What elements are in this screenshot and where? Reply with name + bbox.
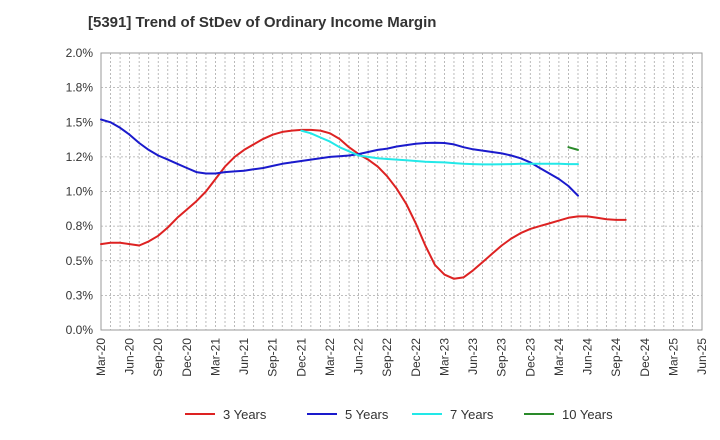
x-tick-label: Dec-23 [523, 338, 537, 377]
axis-layer: 0.0% 0.3% 0.5% 0.8% 1.0% 1.2% 1.5% 1.8% 2.0% Mar-… [66, 46, 709, 377]
y-tick-label: 1.5% [66, 115, 94, 129]
x-tick-label: Mar-25 [666, 338, 680, 376]
x-tick-label: Jun-23 [466, 338, 480, 375]
series-line-7-years [300, 129, 579, 166]
y-tick-label: 0.8% [66, 219, 94, 233]
legend-layer: 3 Years 5 Years 7 Years 10 Years [185, 407, 613, 422]
y-tick-label: 0.0% [66, 323, 94, 337]
grid-layer [100, 52, 703, 331]
series-line-5-years [100, 118, 579, 197]
y-tick-label: 1.0% [66, 185, 94, 199]
x-tick-label: Dec-20 [180, 338, 194, 377]
x-tick-label: Mar-24 [552, 338, 566, 376]
x-tick-label: Mar-20 [94, 338, 108, 376]
legend-label: 7 Years [450, 407, 494, 422]
legend-label: 5 Years [345, 407, 389, 422]
x-tick-label: Sep-21 [266, 338, 280, 377]
y-tick-label: 1.2% [66, 150, 94, 164]
x-tick-label: Jun-25 [695, 338, 709, 375]
legend-label: 10 Years [562, 407, 613, 422]
x-tick-label: Sep-20 [151, 338, 165, 377]
chart-title: [5391] Trend of StDev of Ordinary Income… [88, 14, 437, 31]
x-tick-label: Dec-24 [638, 338, 652, 377]
legend-label: 3 Years [223, 407, 267, 422]
y-tick-label: 0.5% [66, 254, 94, 268]
series-line-10-years [567, 146, 579, 151]
x-tick-label: Sep-22 [380, 338, 394, 377]
series-layer [100, 118, 627, 280]
x-tick-label: Mar-21 [208, 338, 222, 376]
x-tick-label: Sep-24 [609, 338, 623, 377]
y-tick-label: 0.3% [66, 288, 94, 302]
x-tick-label: Dec-21 [294, 338, 308, 377]
x-tick-label: Sep-23 [495, 338, 509, 377]
x-tick-label: Jun-24 [581, 338, 595, 375]
x-tick-label: Jun-20 [123, 338, 137, 375]
x-tick-label: Dec-22 [409, 338, 423, 377]
y-tick-label: 2.0% [66, 46, 94, 60]
x-tick-label: Mar-23 [437, 338, 451, 376]
x-tick-label: Mar-22 [323, 338, 337, 376]
x-tick-label: Jun-22 [352, 338, 366, 375]
y-tick-label: 1.8% [66, 81, 94, 95]
x-tick-label: Jun-21 [237, 338, 251, 375]
